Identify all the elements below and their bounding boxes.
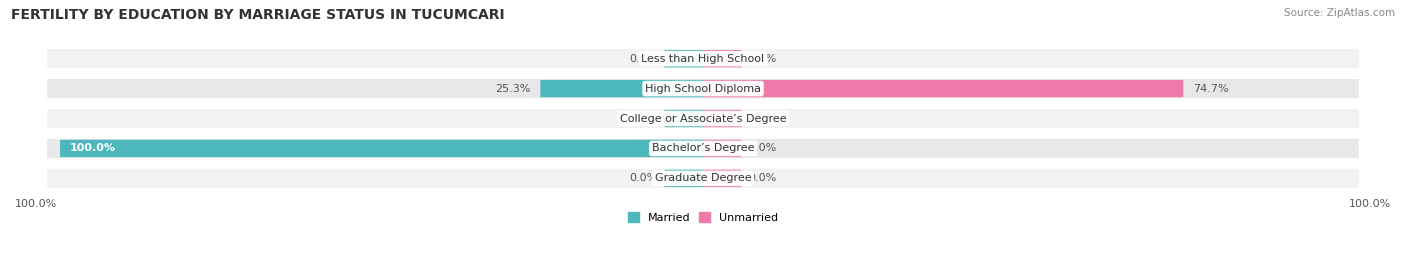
Text: 0.0%: 0.0%	[630, 114, 658, 123]
FancyBboxPatch shape	[48, 79, 1358, 98]
Text: 100.0%: 100.0%	[15, 199, 58, 209]
FancyBboxPatch shape	[60, 140, 703, 157]
FancyBboxPatch shape	[703, 80, 1184, 97]
FancyBboxPatch shape	[665, 170, 703, 187]
Text: 0.0%: 0.0%	[748, 114, 776, 123]
Text: Less than High School: Less than High School	[641, 54, 765, 64]
Text: Graduate Degree: Graduate Degree	[655, 174, 751, 183]
FancyBboxPatch shape	[665, 50, 703, 67]
FancyBboxPatch shape	[665, 110, 703, 127]
FancyBboxPatch shape	[48, 139, 1358, 158]
Text: 25.3%: 25.3%	[495, 84, 530, 94]
FancyBboxPatch shape	[703, 50, 741, 67]
Text: Bachelor’s Degree: Bachelor’s Degree	[652, 143, 754, 153]
FancyBboxPatch shape	[703, 140, 741, 157]
Text: FERTILITY BY EDUCATION BY MARRIAGE STATUS IN TUCUMCARI: FERTILITY BY EDUCATION BY MARRIAGE STATU…	[11, 8, 505, 22]
Text: Source: ZipAtlas.com: Source: ZipAtlas.com	[1284, 8, 1395, 18]
Text: 0.0%: 0.0%	[630, 174, 658, 183]
Text: 100.0%: 100.0%	[1348, 199, 1391, 209]
FancyBboxPatch shape	[540, 80, 703, 97]
Text: 0.0%: 0.0%	[748, 54, 776, 64]
Text: 74.7%: 74.7%	[1192, 84, 1229, 94]
FancyBboxPatch shape	[48, 49, 1358, 68]
FancyBboxPatch shape	[703, 170, 741, 187]
Legend: Married, Unmarried: Married, Unmarried	[623, 208, 783, 227]
Text: 0.0%: 0.0%	[630, 54, 658, 64]
FancyBboxPatch shape	[703, 110, 741, 127]
Text: High School Diploma: High School Diploma	[645, 84, 761, 94]
Text: College or Associate’s Degree: College or Associate’s Degree	[620, 114, 786, 123]
FancyBboxPatch shape	[48, 169, 1358, 188]
Text: 0.0%: 0.0%	[748, 174, 776, 183]
FancyBboxPatch shape	[48, 109, 1358, 128]
Text: 100.0%: 100.0%	[70, 143, 115, 153]
Text: 0.0%: 0.0%	[748, 143, 776, 153]
